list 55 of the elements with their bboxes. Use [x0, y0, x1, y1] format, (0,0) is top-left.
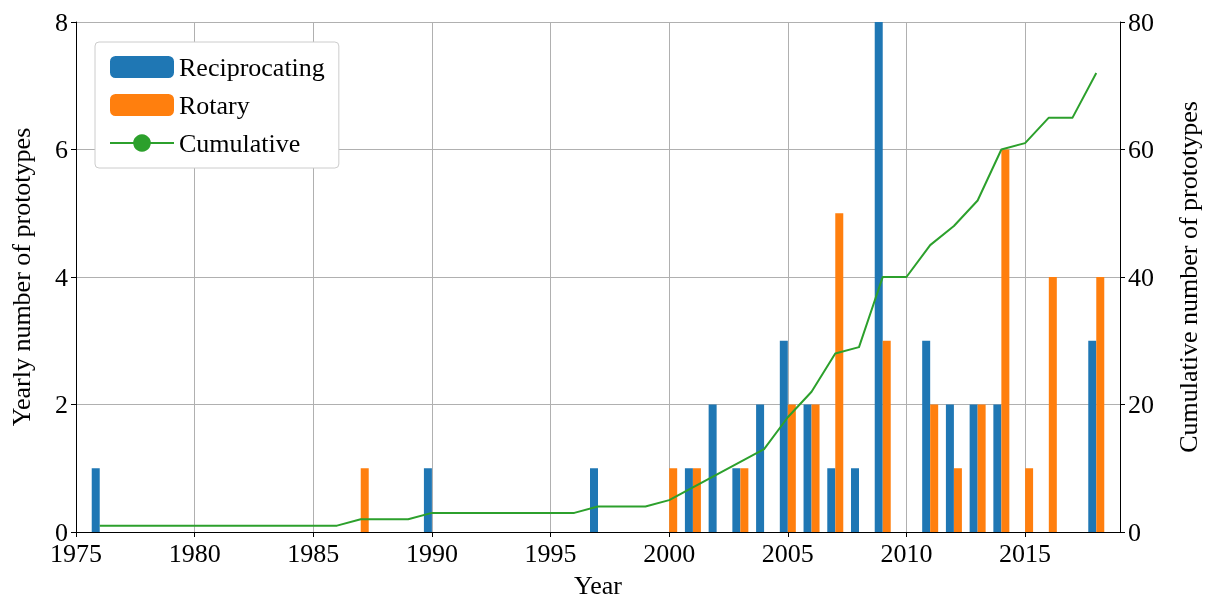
bar	[708, 404, 717, 532]
bar	[811, 404, 820, 532]
x-tick-label: 1995	[524, 538, 577, 568]
bar	[779, 340, 788, 532]
bar	[1001, 149, 1010, 532]
bar	[803, 404, 812, 532]
y2-tick-label: 0	[1128, 517, 1141, 547]
bar	[684, 468, 693, 532]
y2-tick-label: 20	[1128, 390, 1154, 419]
legend-label: Reciprocating	[179, 52, 325, 82]
y2-tick-label: 60	[1128, 135, 1154, 164]
legend-label: Cumulative	[179, 128, 301, 158]
bar	[827, 468, 836, 532]
x-tick-label: 2015	[999, 538, 1052, 568]
bar	[1048, 277, 1057, 532]
x-tick-label: 1980	[168, 538, 221, 568]
y-tick-label: 2	[55, 390, 68, 419]
bar	[787, 404, 796, 532]
y-axis-title: Yearly number of prototypes	[6, 127, 36, 427]
bar	[692, 468, 701, 532]
y-tick-label: 4	[55, 262, 68, 292]
bar	[1025, 468, 1034, 532]
bar	[732, 468, 741, 532]
y2-axis-title: Cumulative number of prototypes	[1173, 101, 1203, 453]
bar	[1096, 277, 1105, 532]
bar	[360, 468, 369, 532]
bar	[91, 468, 100, 532]
y-tick-label: 8	[55, 7, 68, 37]
x-tick-label: 2000	[643, 538, 696, 568]
bar	[953, 468, 962, 532]
bar	[669, 468, 678, 532]
bar	[740, 468, 749, 532]
bar	[851, 468, 859, 532]
bar	[835, 213, 844, 532]
bar	[969, 404, 978, 532]
bar	[922, 340, 931, 532]
legend-label: Rotary	[179, 90, 250, 120]
y2-tick-label: 40	[1128, 262, 1154, 292]
x-axis-title: Year	[574, 570, 623, 600]
bar	[977, 404, 986, 532]
bar	[882, 340, 891, 532]
bar	[423, 468, 432, 532]
y-tick-label: 6	[55, 135, 68, 164]
x-tick-label: 1990	[405, 538, 458, 568]
bar	[590, 468, 598, 532]
bar	[945, 404, 954, 532]
bar	[874, 22, 883, 532]
y2-tick-label: 80	[1128, 7, 1154, 37]
x-tick-label: 2005	[761, 538, 814, 568]
bar	[756, 404, 765, 532]
x-tick-label: 2010	[880, 538, 933, 568]
bar	[1088, 340, 1097, 532]
bar	[993, 404, 1002, 532]
x-tick-label: 1985	[287, 538, 340, 568]
bar	[930, 404, 939, 532]
